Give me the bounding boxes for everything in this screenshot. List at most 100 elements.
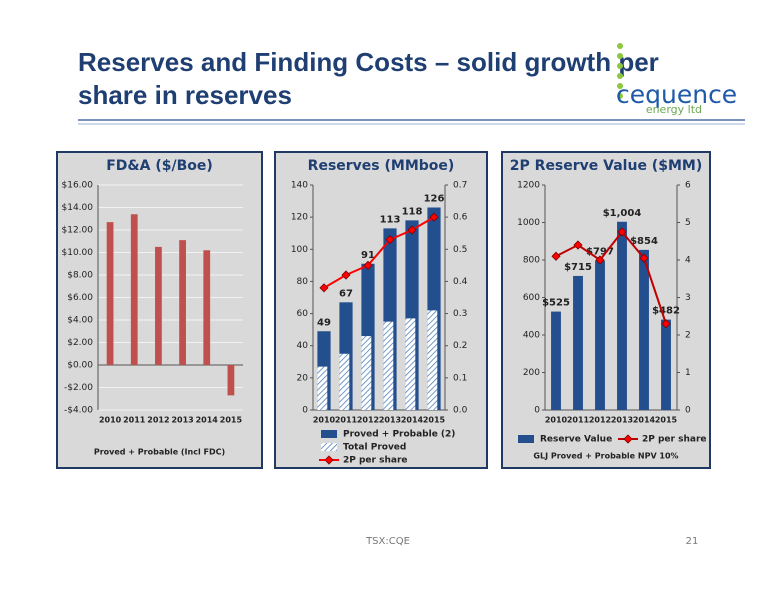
legend-swatch [321, 443, 337, 451]
chart-title: 2P Reserve Value ($MM) [510, 158, 702, 174]
footer: TSX:CQE [365, 536, 410, 547]
y2-tick-label: 0.6 [453, 213, 468, 223]
data-label: 67 [339, 288, 353, 299]
y-tick-label: -$4.00 [64, 406, 93, 416]
bar [203, 250, 211, 365]
x-tick-label: 2014 [401, 416, 424, 425]
y-tick-label: 0 [534, 406, 540, 416]
y-tick-label: $2.00 [67, 338, 93, 348]
bar [595, 260, 605, 410]
x-tick-label: 2010 [313, 416, 336, 425]
bar [130, 214, 138, 365]
data-label: $854 [630, 236, 658, 247]
x-tick-label: 2010 [99, 416, 122, 425]
y2-tick-label: 6 [685, 181, 691, 191]
data-label: 113 [380, 214, 401, 225]
marker [363, 260, 373, 270]
data-label: 126 [424, 194, 445, 205]
chart-panel [501, 151, 711, 469]
x-tick-label: 2012 [589, 416, 611, 425]
bar [427, 310, 438, 410]
data-label: $525 [542, 298, 570, 309]
bar [179, 240, 186, 365]
y2-tick-label: 0.1 [453, 373, 467, 383]
bar [339, 353, 350, 410]
y-tick-label: 1200 [517, 181, 540, 191]
marker [341, 270, 351, 280]
data-label: $1,004 [603, 208, 642, 219]
data-label: $797 [586, 247, 614, 258]
legend-swatch [518, 435, 534, 443]
bar [639, 249, 649, 410]
y2-tick-label: 0.5 [453, 245, 467, 255]
x-tick-label: 2015 [423, 416, 446, 425]
bar [661, 319, 671, 410]
logo: cequence energy ltd [616, 43, 737, 116]
chart-title: Reserves (MMboe) [308, 158, 455, 174]
y-tick-label: 600 [523, 293, 540, 303]
y-tick-label: 800 [523, 256, 540, 266]
x-tick-label: 2014 [633, 416, 656, 425]
legend-label: 2P per share [343, 456, 408, 466]
y2-tick-label: 0.7 [453, 181, 467, 191]
y-tick-label: $4.00 [67, 316, 93, 326]
y2-tick-label: 4 [685, 256, 691, 266]
y-tick-label: $0.00 [67, 361, 93, 371]
legend-label: Reserve Value [540, 435, 612, 445]
marker [623, 434, 633, 444]
data-label: 118 [402, 206, 423, 217]
y-tick-label: $8.00 [67, 271, 93, 281]
y-tick-label: $6.00 [67, 293, 93, 303]
y-tick-label: 60 [297, 309, 309, 319]
y-tick-label: $16.00 [62, 181, 94, 191]
x-tick-label: 2011 [123, 416, 146, 425]
legend-label: Proved + Probable (2) [343, 430, 455, 440]
legend-swatch [321, 430, 337, 438]
x-axis-label: Proved + Probable (Incl FDC) [94, 448, 225, 457]
y2-tick-label: 3 [685, 293, 691, 303]
marker [617, 227, 627, 237]
bar [617, 221, 627, 410]
y-tick-label: 40 [297, 341, 309, 351]
legend-label: Total Proved [343, 443, 406, 453]
y-tick-label: $12.00 [62, 226, 94, 236]
x-axis-label: GLJ Proved + Probable NPV 10% [533, 452, 678, 461]
marker [595, 255, 605, 265]
y2-tick-label: 0.4 [453, 277, 468, 287]
data-label: 91 [361, 250, 375, 261]
page-number: 21 [686, 536, 699, 547]
x-tick-label: 2015 [655, 416, 678, 425]
bar [106, 222, 114, 365]
logo-name: cequence [616, 80, 737, 109]
y-tick-label: 100 [291, 245, 308, 255]
bar [361, 336, 372, 410]
line [323, 216, 435, 289]
y2-tick-label: 1 [685, 368, 691, 378]
y2-tick-label: 0.0 [453, 406, 468, 416]
y-tick-label: 20 [297, 373, 309, 383]
marker [551, 251, 561, 261]
y-tick-label: $14.00 [62, 203, 94, 213]
y2-tick-label: 0.2 [453, 341, 467, 351]
marker [661, 319, 671, 329]
marker [407, 225, 417, 235]
x-tick-label: 2011 [335, 416, 358, 425]
marker [319, 283, 329, 293]
x-tick-label: 2013 [379, 416, 401, 425]
x-tick-label: 2013 [611, 416, 633, 425]
bar [551, 311, 561, 410]
data-label: 49 [317, 317, 331, 328]
marker [324, 455, 334, 465]
marker [385, 235, 395, 245]
data-label: $715 [564, 262, 592, 273]
chart-panel [274, 151, 488, 469]
marker [429, 212, 439, 222]
x-tick-label: 2010 [545, 416, 568, 425]
line [555, 230, 667, 325]
y-tick-label: -$2.00 [64, 383, 93, 393]
bar [155, 246, 162, 365]
y-tick-label: 200 [523, 368, 540, 378]
y-tick-label: 80 [297, 277, 309, 287]
slide-title: Reserves and Finding Costs – solid growt… [78, 47, 659, 77]
